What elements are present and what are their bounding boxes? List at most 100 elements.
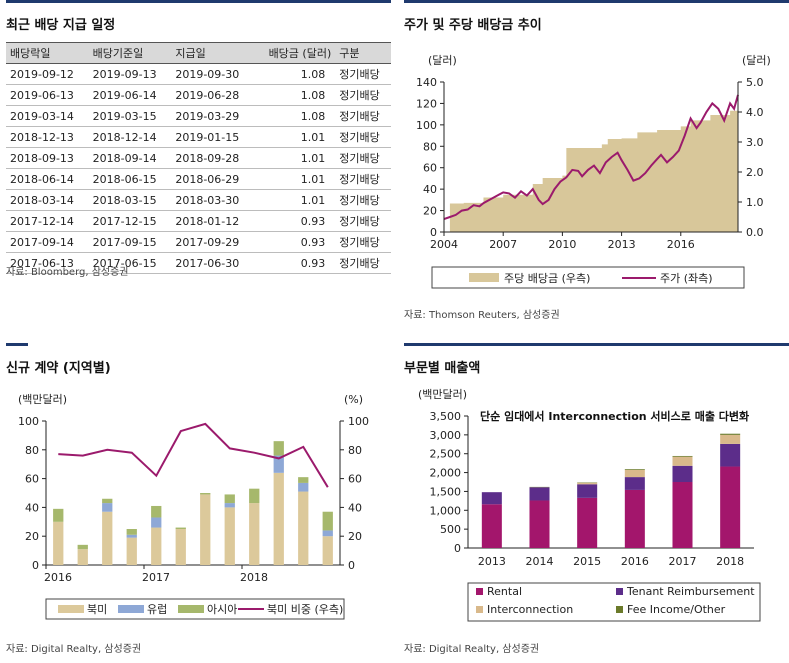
table-cell: 0.93 — [254, 252, 336, 274]
y-tick-label-right: 20 — [348, 530, 362, 543]
table-cell: 1.08 — [254, 63, 336, 85]
bar-segment — [624, 477, 645, 490]
bar-segment — [624, 489, 645, 548]
legend-swatch — [616, 588, 623, 595]
y-tick-label-left: 100 — [18, 415, 39, 428]
bar-segment — [672, 482, 693, 548]
y-axis-label-left: (백만달러) — [18, 393, 67, 406]
legend-swatch — [58, 605, 84, 613]
panel-top-rule — [404, 0, 789, 3]
x-tick-label: 2016 — [44, 571, 72, 584]
bar-segment — [720, 466, 741, 548]
source-note: 자료: Digital Realty, 삼성증권 — [6, 644, 142, 655]
bar-segment — [200, 493, 211, 495]
y-tick-label-right: 5.0 — [746, 76, 764, 89]
panel-title: 부문별 매출액 — [404, 361, 481, 376]
segment-revenue-chart: (백만달러) 단순 임대에서 Interconnection 서비스로 매출 다변… — [418, 388, 761, 622]
share-line — [58, 422, 329, 488]
table-cell: 정기배당 — [335, 84, 391, 106]
table-cell: 2018-06-15 — [88, 168, 172, 190]
table-cell: 1.01 — [254, 168, 336, 190]
y-tick-label-right: 40 — [348, 501, 362, 514]
table-cell: 2019-03-15 — [88, 105, 172, 127]
table-cell: 2019-06-28 — [171, 84, 255, 106]
y-tick-label-right: 0 — [348, 559, 355, 572]
x-tick-label: 2016 — [621, 555, 649, 568]
bar-segment — [102, 511, 113, 565]
table-cell: 2019-01-15 — [171, 126, 255, 148]
table-row: 2017-12-14 2017-12-15 2018-01-12 0.93 정기배당 — [6, 210, 391, 232]
table-cell: 2017-12-15 — [88, 210, 172, 232]
column-header: 배당락일 — [6, 42, 89, 64]
bar-segment — [151, 527, 162, 565]
table-cell: 0.93 — [254, 210, 336, 232]
price-line — [443, 94, 739, 221]
table-cell: 2019-06-13 — [6, 84, 89, 106]
bar-segment — [720, 433, 741, 435]
x-tick-label: 2014 — [526, 555, 554, 568]
x-tick-label: 2013 — [478, 555, 506, 568]
bar-segment — [273, 441, 284, 456]
legend-swatch — [476, 588, 483, 595]
y-tick-label-right: 2.0 — [746, 166, 764, 179]
bar-segment — [672, 455, 693, 457]
panel-title: 최근 배당 지급 일정 — [6, 18, 116, 33]
x-tick-label: 2018 — [240, 571, 268, 584]
x-tick-label: 2015 — [573, 555, 601, 568]
y-tick-label-left: 120 — [416, 97, 437, 110]
table-cell: 2017-12-14 — [6, 210, 89, 232]
legend-swatch — [178, 605, 204, 613]
table-cell: 정기배당 — [335, 210, 391, 232]
bar-segment — [126, 529, 137, 535]
bar-segment — [322, 536, 333, 565]
y-tick-label-left: 60 — [25, 473, 39, 486]
table-cell: 2019-03-29 — [171, 105, 255, 127]
table-cell: 2019-06-14 — [88, 84, 172, 106]
y-tick-label: 1,000 — [430, 504, 462, 517]
bar-segment — [102, 498, 113, 504]
new-contracts-chart: (백만달러) (%) 0 0 20 20 40 40 60 60 80 80 100 100 2016 201… — [18, 393, 369, 620]
panel-top-rule — [6, 0, 391, 3]
table-cell: 2018-03-14 — [6, 189, 89, 211]
bar-segment — [273, 455, 284, 473]
legend-label: Rental — [487, 585, 522, 598]
table-row: 2019-09-12 2019-09-13 2019-09-30 1.08 정기배당 — [6, 63, 391, 85]
new-contracts-panel: 신규 계약 (지역별) (백만달러) (%) 0 0 20 20 40 40 60 60 80 80 1… — [6, 343, 391, 663]
bar-segment — [720, 443, 741, 467]
legend-swatch-dividend — [469, 273, 499, 282]
y-tick-label-left: 0 — [32, 559, 39, 572]
table-row: 2018-09-13 2018-09-14 2018-09-28 1.01 정기배당 — [6, 147, 391, 169]
table-cell: 2018-06-14 — [6, 168, 89, 190]
table-cell: 정기배당 — [335, 168, 391, 190]
bar-segment — [481, 504, 502, 548]
table-cell: 2018-03-15 — [88, 189, 172, 211]
y-axis-label: (백만달러) — [418, 388, 467, 401]
y-tick-label-left: 100 — [416, 119, 437, 132]
table-cell: 정기배당 — [335, 63, 391, 85]
table-cell: 2017-09-15 — [88, 231, 172, 253]
x-tick-label: 2017 — [142, 571, 170, 584]
table-row: 2018-03-14 2018-03-15 2018-03-30 1.01 정기배당 — [6, 189, 391, 211]
bar-segment — [126, 537, 137, 565]
y-tick-label-right: 0.0 — [746, 226, 764, 239]
legend-label: 북미 — [87, 603, 107, 616]
table-cell: 2017-06-15 — [88, 252, 172, 274]
table-cell: 2018-09-13 — [6, 147, 89, 169]
bar-segment — [672, 465, 693, 482]
y-tick-label-left: 140 — [416, 76, 437, 89]
bar-segment — [249, 503, 260, 565]
table-row: 2019-06-13 2019-06-14 2019-06-28 1.08 정기배당 — [6, 84, 391, 106]
price-dividend-panel: 주가 및 주당 배당금 추이 (달러) (달러) 0 20 40 60 80 100 120 14… — [404, 0, 789, 330]
y-axis-label-right: (%) — [344, 393, 363, 406]
bar-segment — [224, 503, 235, 508]
bar-segment — [53, 521, 64, 565]
column-header: 배당금 (달러) — [254, 42, 336, 64]
legend-swatch — [118, 605, 144, 613]
legend-box — [431, 266, 745, 289]
y-tick-label-left: 0 — [430, 226, 437, 239]
table-cell: 1.01 — [254, 126, 336, 148]
y-tick-label-left: 60 — [423, 162, 437, 175]
bar-segment — [175, 527, 186, 529]
panel-title: 신규 계약 (지역별) — [6, 361, 111, 376]
column-header: 구분 — [335, 42, 391, 64]
